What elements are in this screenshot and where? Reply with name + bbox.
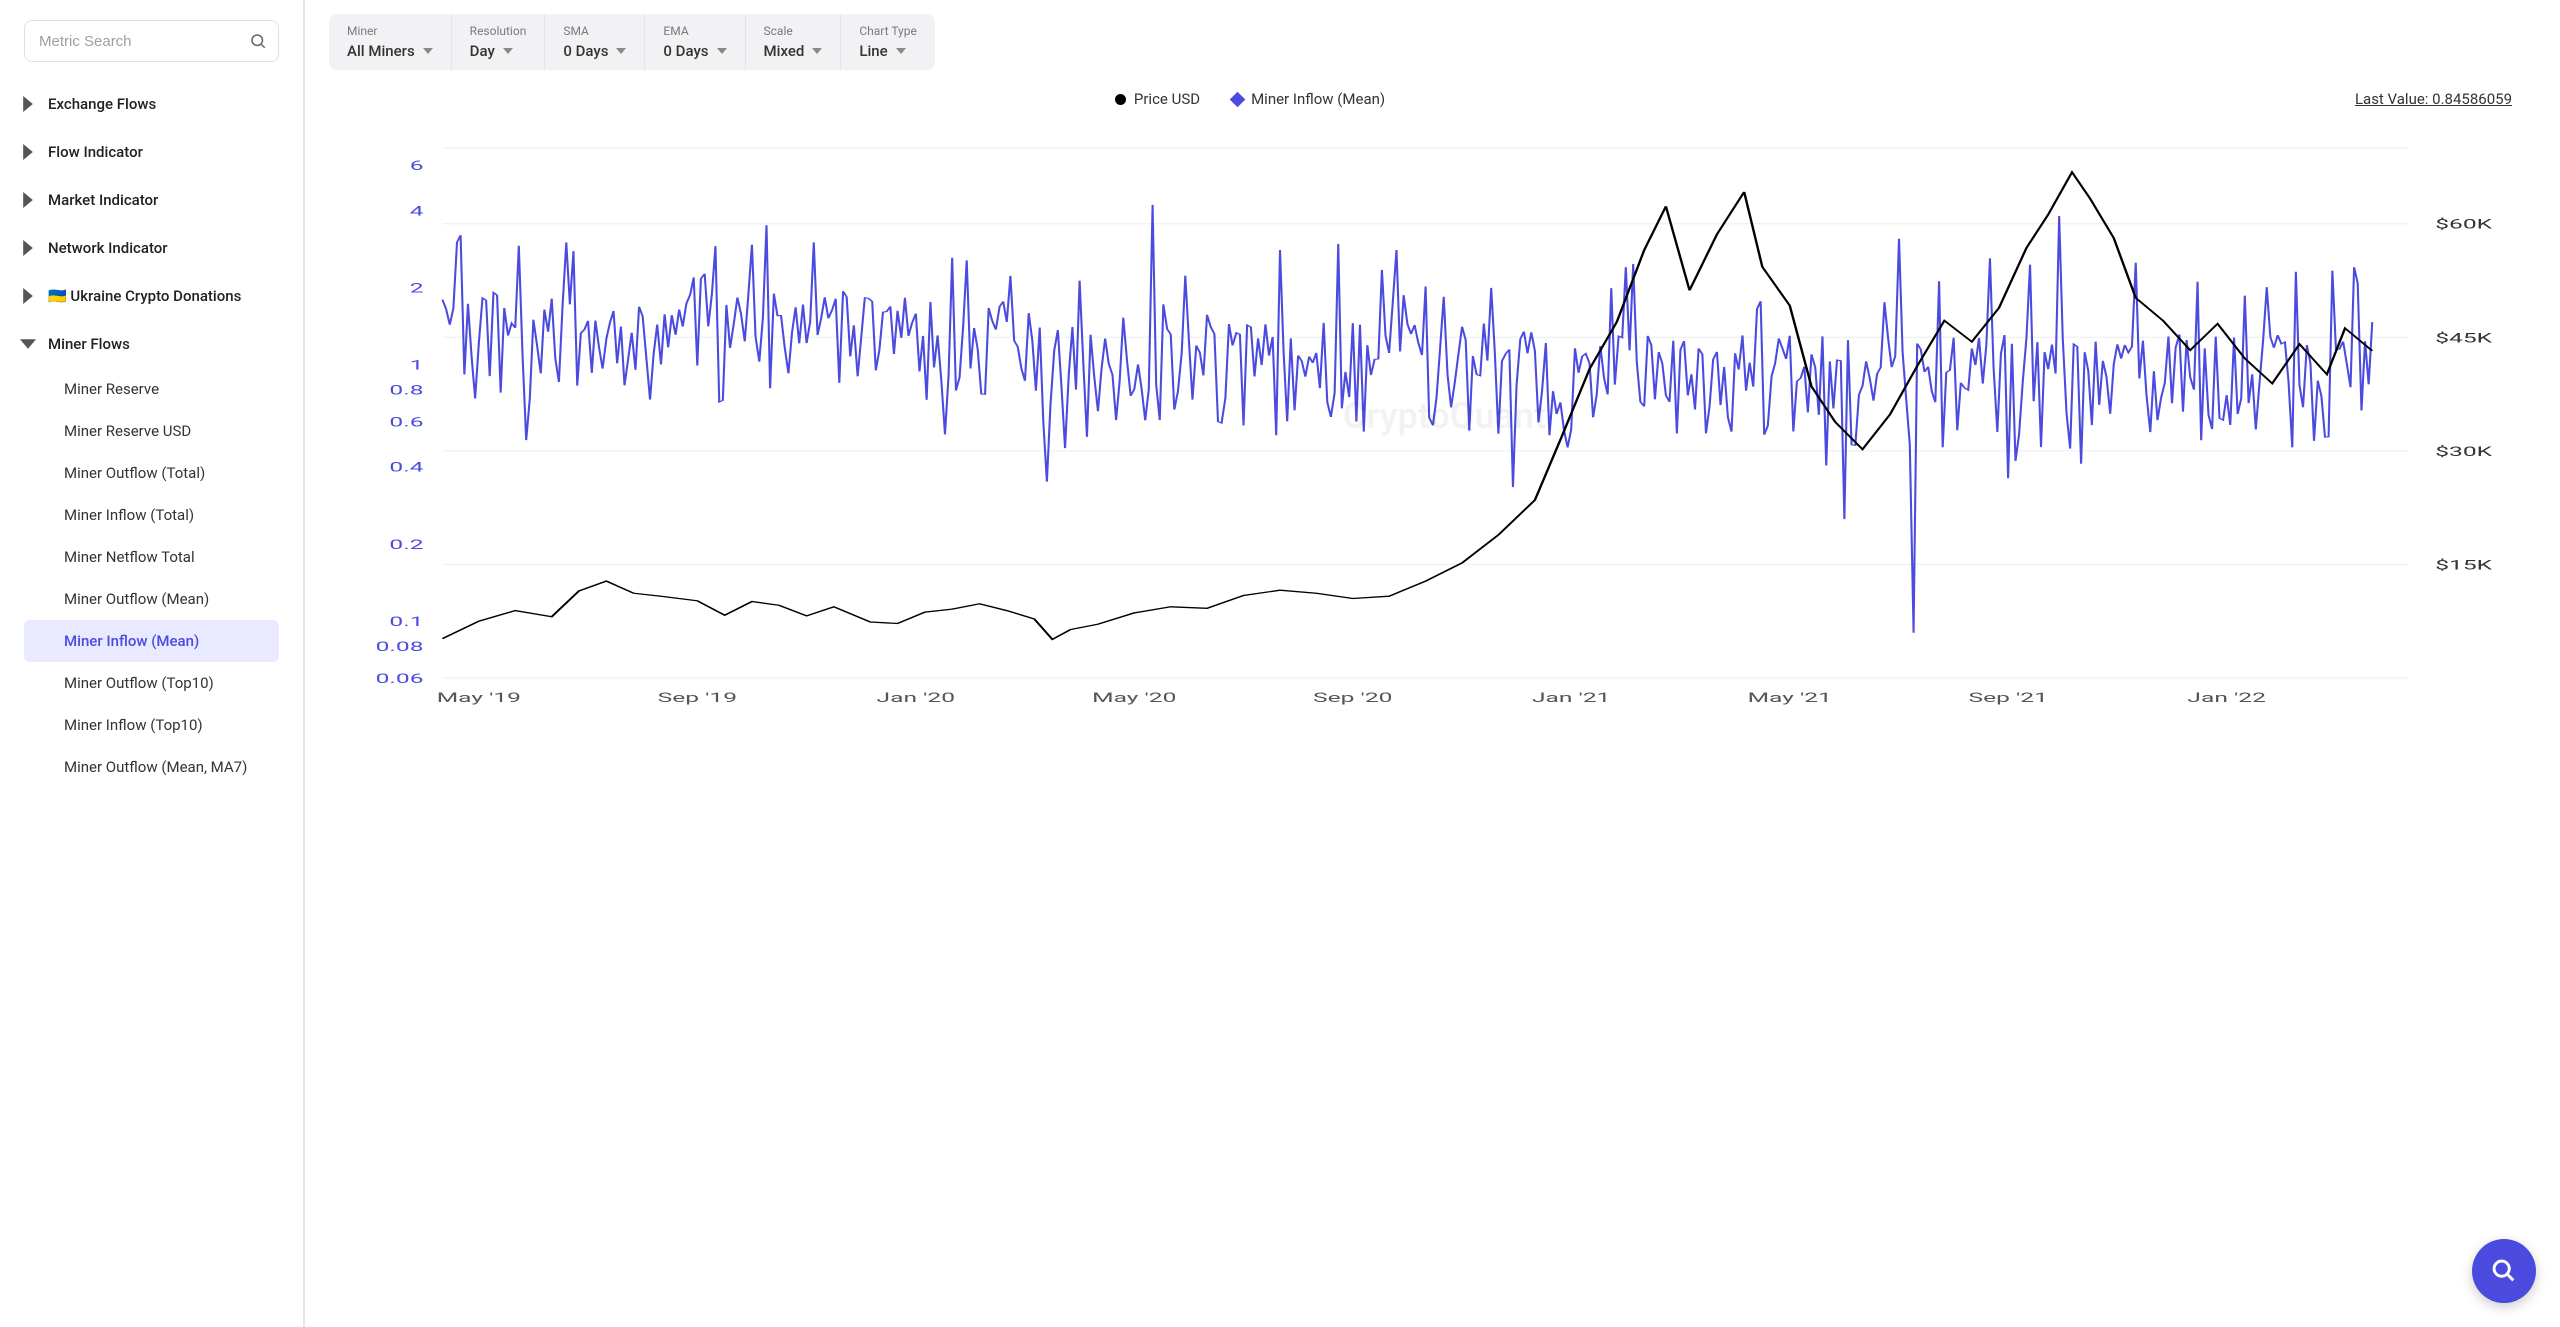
svg-text:Sep '20: Sep '20 [1313,690,1392,705]
sidebar-item-miner-inflow-mean-[interactable]: Miner Inflow (Mean) [24,620,279,662]
control-charttype[interactable]: Line [859,42,917,60]
control-scale[interactable]: Mixed [764,42,823,60]
sidebar-category-miner-flows[interactable]: Miner Flows [12,320,291,368]
sidebar-category-label: Exchange Flows [48,95,156,113]
control-sma-value: 0 Days [563,42,608,60]
control-charttype-label: Chart Type [859,24,917,38]
svg-text:0.08: 0.08 [376,639,424,654]
chevron-down-icon [812,46,822,56]
svg-text:Jan '20: Jan '20 [877,690,956,705]
sidebar-item-miner-outflow-mean-[interactable]: Miner Outflow (Mean) [24,578,279,620]
search-zoom-icon [2490,1257,2518,1285]
sidebar-item-miner-outflow-mean-ma7-[interactable]: Miner Outflow (Mean, MA7) [24,746,279,788]
control-sma[interactable]: 0 Days [563,42,626,60]
sidebar-item-miner-inflow-top10-[interactable]: Miner Inflow (Top10) [24,704,279,746]
svg-text:0.1: 0.1 [389,614,423,629]
sidebar-category-market-indicator[interactable]: Market Indicator [12,176,291,224]
sidebar-category-label: Market Indicator [48,191,158,209]
svg-text:$15K: $15K [2435,558,2493,573]
chart-svg: $60K $45K $30K $15K 6 4 2 1 0.8 0.6 0.4 0.2 0.1 0.08 0… [329,118,2560,738]
sidebar-item-miner-reserve-usd[interactable]: Miner Reserve USD [24,410,279,452]
svg-text:0.06: 0.06 [376,671,424,686]
caret-icon [20,144,36,160]
svg-text:Jan '21: Jan '21 [1532,690,1611,705]
svg-text:2: 2 [410,281,424,296]
caret-icon [20,96,36,112]
chart-area[interactable]: $60K $45K $30K $15K 6 4 2 1 0.8 0.6 0.4 0.2 0.1 0.08 0… [329,118,2560,738]
sidebar-item-miner-outflow-total-[interactable]: Miner Outflow (Total) [24,452,279,494]
chevron-down-icon [503,46,513,56]
chevron-down-icon [717,46,727,56]
control-resolution-value: Day [470,42,495,60]
chevron-down-icon [896,46,906,56]
svg-text:4: 4 [410,203,424,218]
control-miner-label: Miner [347,24,433,38]
sidebar-item-miner-outflow-top10-[interactable]: Miner Outflow (Top10) [24,662,279,704]
search-container [24,20,279,62]
control-miner[interactable]: All Miners [347,42,433,60]
caret-icon [20,240,36,256]
legend-inflow[interactable]: Miner Inflow (Mean) [1232,90,1385,108]
control-scale-label: Scale [764,24,823,38]
legend-circle-icon [1115,94,1126,105]
svg-text:0.2: 0.2 [389,537,423,552]
svg-text:0.4: 0.4 [389,460,423,475]
sidebar: Exchange Flows Flow Indicator Market Ind… [0,0,304,1327]
control-charttype-value: Line [859,42,887,60]
control-resolution-label: Resolution [470,24,527,38]
sidebar-item-miner-reserve[interactable]: Miner Reserve [24,368,279,410]
sidebar-category-exchange-flows[interactable]: Exchange Flows [12,80,291,128]
svg-text:May '19: May '19 [437,690,521,705]
svg-text:Jan '22: Jan '22 [2187,690,2266,705]
sidebar-category-label: 🇺🇦 Ukraine Crypto Donations [48,287,241,305]
control-miner-value: All Miners [347,42,415,60]
chevron-down-icon [616,46,626,56]
sidebar-category-label: Miner Flows [48,335,130,353]
search-icon [249,32,267,50]
control-ema[interactable]: 0 Days [663,42,726,60]
svg-text:0.6: 0.6 [389,415,423,430]
svg-text:Sep '21: Sep '21 [1968,690,2047,705]
legend-row: Price USD Miner Inflow (Mean) Last Value… [329,90,2560,108]
svg-text:$60K: $60K [2435,217,2493,232]
svg-text:1: 1 [410,358,424,373]
control-sma-label: SMA [563,24,626,38]
svg-text:May '20: May '20 [1092,690,1176,705]
legend-price[interactable]: Price USD [1115,90,1200,108]
control-ema-value: 0 Days [663,42,708,60]
control-ema-label: EMA [663,24,726,38]
last-value[interactable]: Last Value: 0.84586059 [2355,90,2512,108]
sidebar-category-label: Flow Indicator [48,143,143,161]
caret-icon [20,288,36,304]
last-value-number: 0.84586059 [2432,90,2512,108]
sidebar-category-label: Network Indicator [48,239,168,257]
search-input[interactable] [24,20,279,62]
chevron-down-icon [423,46,433,56]
legend-inflow-label: Miner Inflow (Mean) [1251,90,1385,108]
sidebar-category-network-indicator[interactable]: Network Indicator [12,224,291,272]
svg-text:0.8: 0.8 [389,383,423,398]
svg-text:Sep '19: Sep '19 [658,690,737,705]
legend-price-label: Price USD [1134,90,1200,108]
svg-text:$45K: $45K [2435,330,2493,345]
sidebar-category--ukraine-crypto-donations[interactable]: 🇺🇦 Ukraine Crypto Donations [12,272,291,320]
sidebar-item-miner-inflow-total-[interactable]: Miner Inflow (Total) [24,494,279,536]
control-scale-value: Mixed [764,42,805,60]
sidebar-category-flow-indicator[interactable]: Flow Indicator [12,128,291,176]
legend-diamond-icon [1230,91,1246,107]
svg-text:6: 6 [410,158,424,173]
help-fab[interactable] [2472,1239,2536,1303]
control-resolution[interactable]: Day [470,42,527,60]
chart-controls: Miner All Miners Resolution Day SMA 0 Da… [329,14,935,70]
last-value-label: Last Value: [2355,90,2428,108]
svg-text:May '21: May '21 [1748,690,1832,705]
caret-icon [20,336,36,352]
svg-text:$30K: $30K [2435,444,2493,459]
sidebar-item-miner-netflow-total[interactable]: Miner Netflow Total [24,536,279,578]
main-panel: Miner All Miners Resolution Day SMA 0 Da… [304,0,2560,1327]
caret-icon [20,192,36,208]
